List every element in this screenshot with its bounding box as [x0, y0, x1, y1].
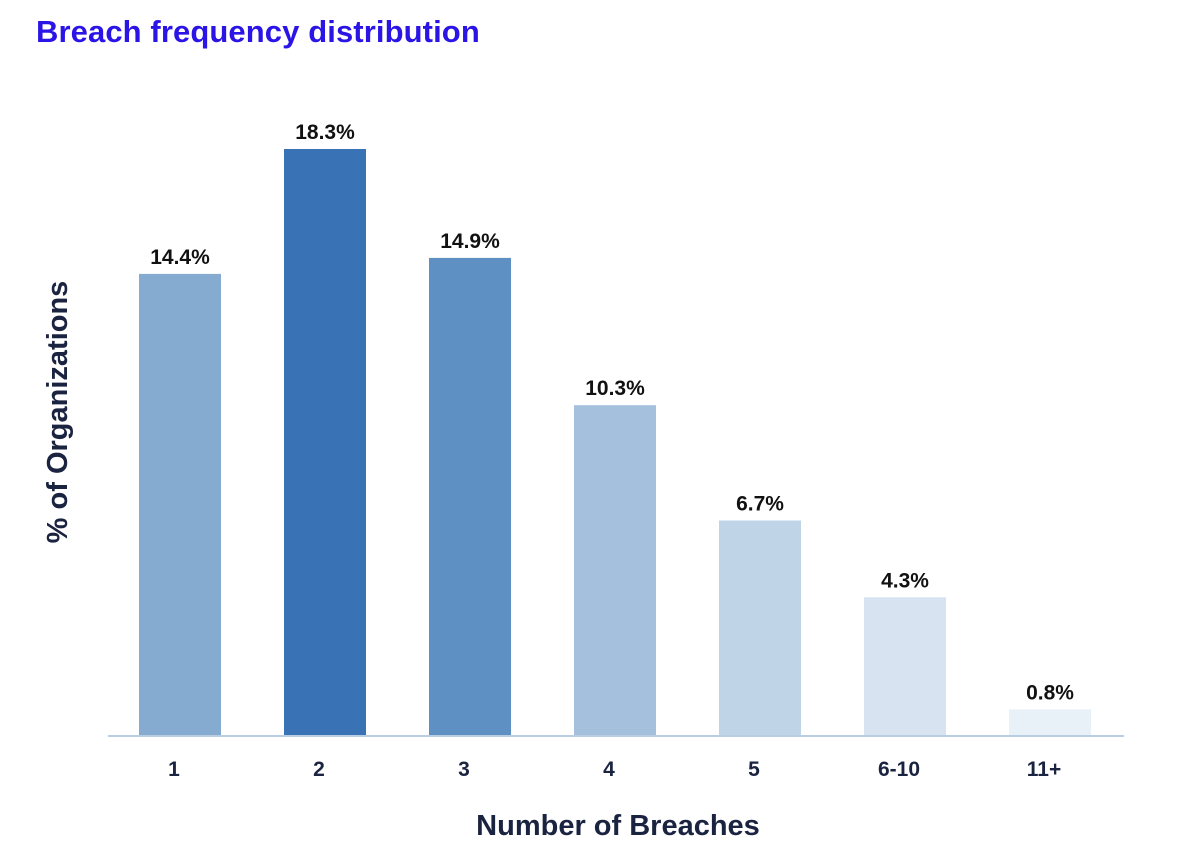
x-tick-label-11+: 11+	[1027, 758, 1061, 781]
data-label-6-10: 4.3%	[881, 569, 929, 592]
x-tick-label-6-10: 6-10	[878, 758, 920, 781]
data-label-5: 6.7%	[736, 493, 784, 516]
bar-5	[719, 520, 801, 735]
bars-layer	[139, 149, 1091, 735]
bar-3	[429, 257, 511, 735]
bar-11+	[1009, 709, 1091, 735]
data-label-4: 10.3%	[585, 377, 645, 400]
bar-4	[574, 405, 656, 735]
x-tick-label-2: 2	[313, 758, 325, 781]
x-tick-label-4: 4	[603, 758, 615, 781]
x-axis-title: Number of Breaches	[476, 810, 760, 842]
bar-2	[284, 149, 366, 735]
data-label-1: 14.4%	[150, 246, 210, 269]
y-axis-title: % of Organizations	[42, 281, 74, 544]
x-tick-label-5: 5	[748, 758, 760, 781]
bar-6-10	[864, 597, 946, 735]
chart-title: Breach frequency distribution	[36, 14, 480, 49]
bar-1	[139, 273, 221, 735]
data-label-2: 18.3%	[295, 121, 355, 144]
data-labels-layer: 14.4% 18.3% 14.9% 10.3% 6.7% 4.3% 0.8%	[150, 121, 1074, 704]
data-label-11+: 0.8%	[1026, 681, 1074, 704]
x-tick-labels: 1 2 3 4 5 6-10 11+	[168, 758, 1061, 781]
x-tick-label-3: 3	[458, 758, 470, 781]
data-label-3: 14.9%	[440, 230, 500, 253]
x-tick-label-1: 1	[168, 758, 180, 781]
